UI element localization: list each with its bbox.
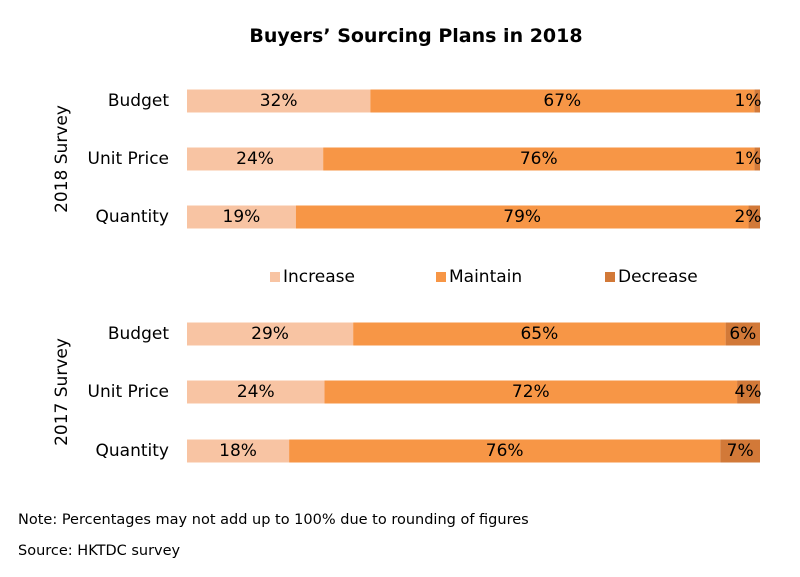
bar-segment-maintain <box>370 89 755 113</box>
bar-segment-increase <box>187 205 296 229</box>
chart-title: Buyers’ Sourcing Plans in 2018 <box>249 25 582 47</box>
category-label: Budget <box>108 324 169 344</box>
note-text: Note: Percentages may not add up to 100%… <box>18 512 529 528</box>
data-label: 18% <box>219 441 257 461</box>
data-label: 2% <box>735 207 762 227</box>
bar-segment-decrease <box>754 89 760 113</box>
bar-segment-decrease <box>748 205 760 229</box>
bar-segment-maintain <box>289 439 721 463</box>
legend-swatch-maintain <box>436 272 446 282</box>
bars-layer: 2018 Survey Budget 32% 67% 1% Unit Price 24% 76… <box>52 89 762 463</box>
data-label: 1% <box>735 91 762 111</box>
legend-swatch-decrease <box>605 272 615 282</box>
bar-segment-increase <box>187 439 290 463</box>
bar-segment-increase <box>187 322 354 346</box>
source-text: Source: HKTDC survey <box>18 543 181 559</box>
data-label: 32% <box>260 91 298 111</box>
category-label: Quantity <box>96 207 169 227</box>
bar-segment-increase <box>187 147 324 171</box>
bar-segment-decrease <box>720 439 760 463</box>
data-label: 7% <box>727 441 754 461</box>
data-label: 72% <box>512 382 550 402</box>
data-label: 24% <box>236 149 274 169</box>
bar-segment-maintain <box>324 380 738 404</box>
data-label: 1% <box>735 149 762 169</box>
data-label: 79% <box>503 207 541 227</box>
bar-segment-decrease <box>754 147 760 171</box>
category-label: Budget <box>108 91 169 111</box>
bar-segment-increase <box>187 89 371 113</box>
data-label: 67% <box>543 91 581 111</box>
bar-segment-maintain <box>353 322 726 346</box>
bar-segment-decrease <box>737 380 760 404</box>
legend-swatch-increase <box>270 272 280 282</box>
data-label: 76% <box>520 149 558 169</box>
data-label: 65% <box>520 324 558 344</box>
bar-segment-increase <box>187 380 325 404</box>
data-label: 29% <box>251 324 289 344</box>
data-label: 24% <box>237 382 275 402</box>
category-label: Unit Price <box>88 149 169 169</box>
data-label: 4% <box>735 382 762 402</box>
legend-label-decrease: Decrease <box>618 267 698 287</box>
legend: Increase Maintain Decrease <box>270 267 698 287</box>
group-label: 2017 Survey <box>52 338 72 446</box>
group-label: 2018 Survey <box>52 105 72 213</box>
category-label: Quantity <box>96 441 169 461</box>
legend-label-increase: Increase <box>283 267 355 287</box>
bar-segment-maintain <box>323 147 755 171</box>
legend-label-maintain: Maintain <box>449 267 522 287</box>
bar-segment-maintain <box>295 205 749 229</box>
bar-segment-decrease <box>725 322 760 346</box>
category-label: Unit Price <box>88 382 169 402</box>
data-label: 76% <box>486 441 524 461</box>
data-label: 6% <box>729 324 756 344</box>
data-label: 19% <box>223 207 261 227</box>
